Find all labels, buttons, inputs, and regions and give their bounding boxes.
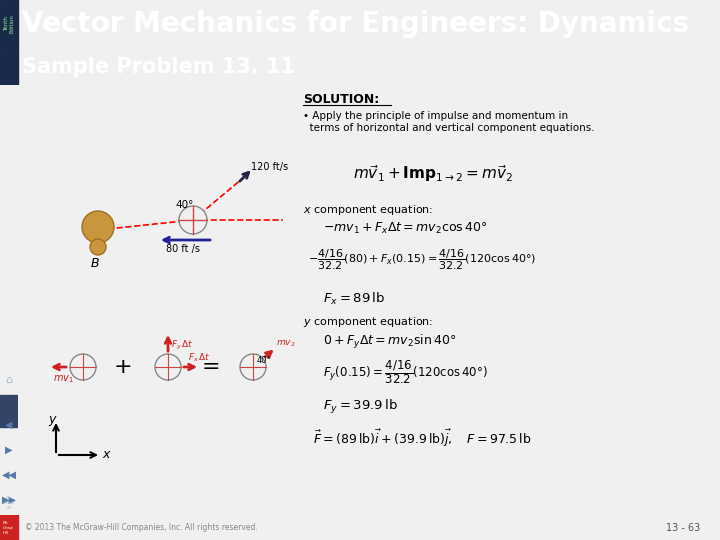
Circle shape (90, 239, 106, 255)
Bar (0, 395, 18, 427)
Text: Mc
Graw
Hill: Mc Graw Hill (3, 522, 14, 535)
Text: SOLUTION:: SOLUTION: (303, 93, 379, 106)
Text: 120 ft/s: 120 ft/s (251, 162, 288, 172)
Text: $F_x = 89\,\mathrm{lb}$: $F_x = 89\,\mathrm{lb}$ (323, 291, 385, 307)
Text: $mv_1$: $mv_1$ (53, 373, 74, 385)
Text: $F_y\,\Delta t$: $F_y\,\Delta t$ (171, 339, 194, 352)
Text: Sample Problem 13. 11: Sample Problem 13. 11 (22, 57, 295, 77)
Bar (0, 48, 18, 85)
Text: ◀◀: ◀◀ (1, 470, 17, 480)
Text: • Apply the principle of impulse and momentum in
  terms of horizontal and verti: • Apply the principle of impulse and mom… (303, 111, 595, 133)
Bar (0, 515, 18, 540)
Bar (0, 0, 18, 48)
Circle shape (179, 206, 207, 234)
Text: 13 - 63: 13 - 63 (666, 523, 700, 533)
Text: ◀: ◀ (5, 420, 13, 430)
Text: 40°: 40° (175, 200, 194, 210)
Circle shape (240, 354, 266, 380)
Text: $\vec{F} = (89\,\mathrm{lb})\vec{i} + (39.9\,\mathrm{lb})\vec{j},\quad F = 97.5\: $\vec{F} = (89\,\mathrm{lb})\vec{i} + (3… (313, 428, 531, 449)
Text: © 2013 The McGraw-Hill Companies, Inc. All rights reserved.: © 2013 The McGraw-Hill Companies, Inc. A… (25, 523, 258, 532)
Circle shape (82, 211, 114, 243)
Text: +: + (114, 357, 132, 377)
Text: $-mv_1 + F_x\Delta t = mv_2\cos40°$: $-mv_1 + F_x\Delta t = mv_2\cos40°$ (323, 221, 487, 236)
Text: Tenth
Edition: Tenth Edition (4, 15, 14, 33)
Text: $F_x\,\Delta t$: $F_x\,\Delta t$ (188, 352, 210, 365)
Text: Mc
Graw
Hill: Mc Graw Hill (4, 496, 14, 510)
Text: $F_y(0.15) = \dfrac{4/16}{32.2}(120\cos40°)$: $F_y(0.15) = \dfrac{4/16}{32.2}(120\cos4… (323, 358, 487, 386)
Text: ▶▶: ▶▶ (1, 495, 17, 505)
Text: $0 + F_y\Delta t = mv_2\sin40°$: $0 + F_y\Delta t = mv_2\sin40°$ (323, 333, 456, 351)
Text: 40°: 40° (257, 356, 271, 365)
Text: $B$: $B$ (90, 257, 100, 270)
Text: $mv_2$: $mv_2$ (276, 338, 296, 348)
Text: $-\dfrac{4/16}{32.2}(80)+F_x(0.15)=\dfrac{4/16}{32.2}(120\cos40°)$: $-\dfrac{4/16}{32.2}(80)+F_x(0.15)=\dfra… (308, 248, 536, 273)
Text: Vector Mechanics for Engineers: Dynamics: Vector Mechanics for Engineers: Dynamics (22, 10, 689, 38)
Text: $x$: $x$ (102, 448, 112, 461)
Text: 80 ft /s: 80 ft /s (166, 244, 200, 254)
Circle shape (155, 354, 181, 380)
Text: $y$: $y$ (48, 414, 58, 428)
Text: $x$ component equation:: $x$ component equation: (303, 203, 433, 217)
Text: $F_y = 39.9\,\mathrm{lb}$: $F_y = 39.9\,\mathrm{lb}$ (323, 398, 398, 416)
Text: =: = (202, 357, 220, 377)
Text: ⌂: ⌂ (6, 375, 12, 385)
Text: $y$ component equation:: $y$ component equation: (303, 315, 433, 329)
Text: ▶: ▶ (5, 445, 13, 455)
Text: $m\vec{v}_1 + \mathbf{Imp}_{1\rightarrow 2} = m\vec{v}_2$: $m\vec{v}_1 + \mathbf{Imp}_{1\rightarrow… (353, 163, 513, 184)
Circle shape (70, 354, 96, 380)
